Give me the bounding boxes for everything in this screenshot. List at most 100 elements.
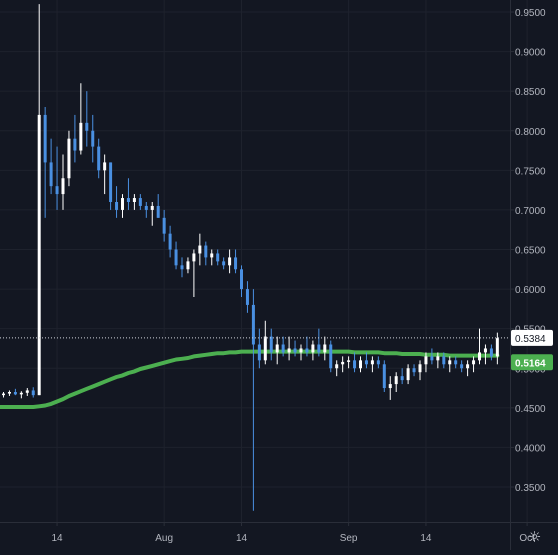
- candle: [323, 336, 327, 361]
- candle: [43, 107, 47, 218]
- candle: [269, 328, 273, 361]
- candle: [495, 332, 499, 365]
- time-tick-label: Oct: [519, 533, 535, 544]
- price-tick-label: 0.6000: [515, 285, 546, 296]
- candle-body: [436, 356, 440, 361]
- candle-body: [412, 368, 416, 373]
- candle: [109, 162, 113, 210]
- candle-body: [376, 360, 380, 365]
- price-tick-label: 0.9000: [515, 48, 546, 59]
- last-price-tag: [511, 329, 553, 346]
- candle-body: [19, 392, 23, 395]
- candle-body: [204, 245, 208, 258]
- candle: [394, 372, 398, 392]
- candle: [406, 364, 410, 385]
- candle: [329, 340, 333, 373]
- candle: [353, 352, 357, 373]
- price-tick-label: 0.8000: [515, 127, 546, 138]
- candle: [240, 265, 243, 297]
- candle-body: [251, 304, 255, 345]
- moving-average-line: [0, 349, 500, 409]
- candle-body: [275, 344, 279, 353]
- candle: [162, 209, 166, 242]
- candle: [67, 130, 71, 187]
- candle: [115, 186, 119, 218]
- candle-body: [293, 348, 297, 353]
- time-axis[interactable]: 14 Aug 14 Sep 14 Oct: [51, 522, 535, 544]
- candle: [454, 356, 458, 369]
- candle: [293, 340, 297, 357]
- candle-body: [299, 348, 303, 353]
- price-tick-label: 0.9500: [515, 8, 546, 19]
- moving-average-tag: [511, 354, 553, 371]
- candle-body: [31, 390, 35, 396]
- candle-body: [162, 217, 166, 234]
- candle: [138, 194, 142, 210]
- moving-average-tag-label: 0.5164: [515, 358, 546, 369]
- candle-body: [174, 249, 178, 266]
- candle-body: [121, 198, 124, 210]
- candles-layer: [2, 4, 499, 511]
- candle-body: [192, 253, 196, 262]
- price-tick-label: 0.7500: [515, 166, 546, 177]
- candle: [121, 194, 124, 218]
- candle-body: [305, 348, 309, 353]
- candle: [436, 352, 440, 369]
- candle: [370, 356, 374, 373]
- candle: [424, 352, 428, 373]
- candle: [2, 392, 5, 398]
- candle-body: [359, 360, 362, 369]
- candle: [400, 368, 404, 385]
- candle: [263, 320, 267, 365]
- candle: [245, 281, 249, 313]
- candle: [216, 249, 220, 266]
- candle: [466, 360, 470, 377]
- candle-body: [85, 122, 89, 131]
- candle-body: [245, 289, 249, 305]
- candle-body: [489, 348, 493, 357]
- candle-body: [287, 348, 291, 353]
- candle: [174, 241, 178, 270]
- price-tick-label: 0.3500: [515, 483, 546, 494]
- candle: [79, 83, 83, 155]
- candle-body: [424, 356, 428, 365]
- price-tick-label: 0.4500: [515, 404, 546, 415]
- candle-body: [97, 146, 101, 171]
- candle: [7, 390, 11, 396]
- chart-settings-gear-icon[interactable]: ☼: [527, 527, 542, 546]
- candle-body: [234, 257, 238, 270]
- candle: [382, 360, 386, 392]
- candle: [126, 178, 130, 210]
- candle: [281, 336, 285, 357]
- candle-body: [495, 338, 499, 357]
- price-tick-label: 0.8500: [515, 87, 546, 98]
- candle-body: [347, 360, 351, 362]
- moving-average-layer: [0, 349, 500, 409]
- price-tick-label: 0.7000: [515, 206, 546, 217]
- candle-body: [418, 364, 422, 373]
- candle: [91, 114, 95, 163]
- price-tags: 0.5384 0.5164: [511, 329, 553, 371]
- candle-body: [150, 205, 154, 210]
- candle: [305, 336, 309, 357]
- candle: [49, 138, 53, 195]
- candle-body: [144, 205, 148, 210]
- last-price-tag-label: 0.5384: [515, 334, 546, 345]
- candle-body: [198, 245, 202, 254]
- candle: [257, 328, 261, 369]
- candle-body: [222, 261, 226, 266]
- candle-body: [168, 233, 172, 250]
- candle-body: [79, 122, 83, 151]
- candle-body: [460, 364, 464, 369]
- candle: [19, 391, 23, 399]
- candle-body: [472, 360, 476, 365]
- price-tick-label: 0.6500: [515, 246, 546, 257]
- price-tick-label: 0.4000: [515, 443, 546, 454]
- candle-body: [281, 344, 285, 353]
- candle-body: [180, 265, 184, 270]
- candle: [198, 233, 202, 266]
- candle: [335, 360, 339, 377]
- candle: [251, 289, 255, 511]
